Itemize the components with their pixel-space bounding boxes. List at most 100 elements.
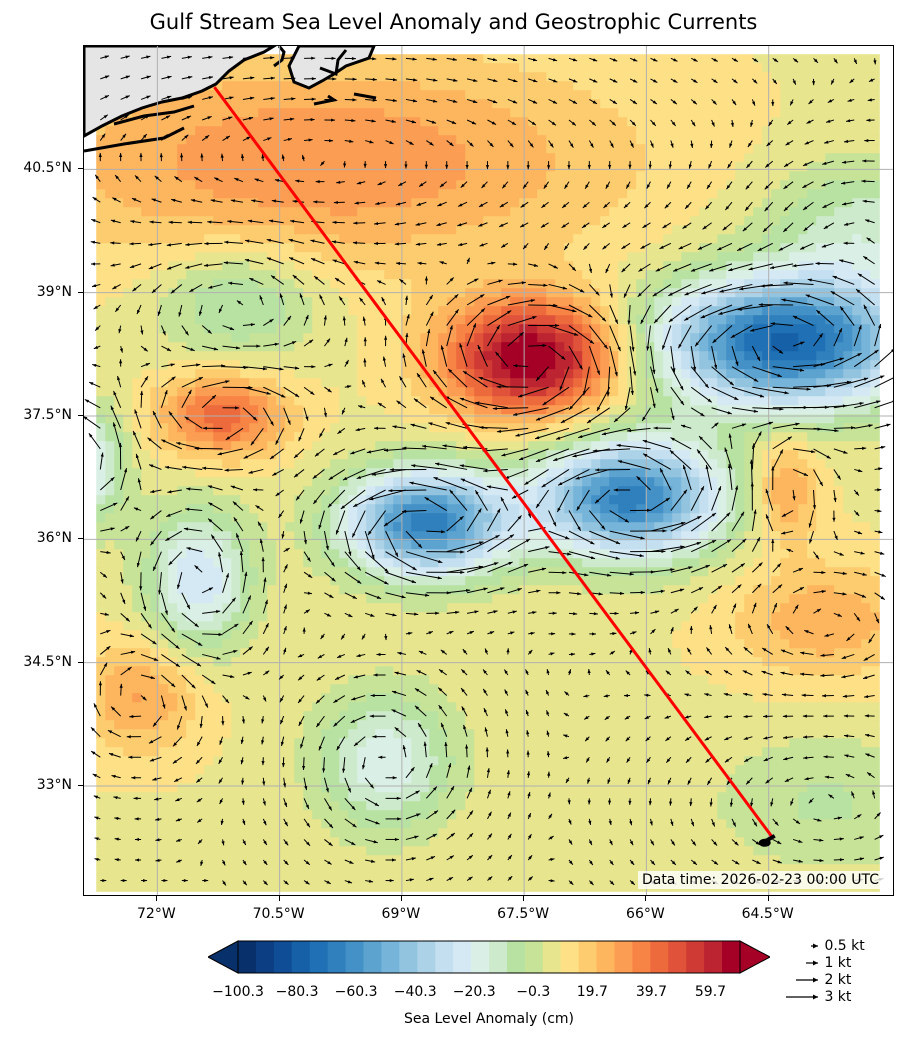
current-arrowhead xyxy=(819,858,824,863)
current-arrowhead xyxy=(150,541,155,546)
current-arrowhead xyxy=(113,502,118,507)
current-arrowhead xyxy=(864,139,869,143)
current-arrowhead xyxy=(801,693,806,697)
current-arrowhead xyxy=(291,97,296,101)
current-arrowhead xyxy=(804,777,809,781)
current-arrowhead xyxy=(261,154,265,159)
current-arrowhead xyxy=(631,121,636,126)
current-arrowhead xyxy=(588,820,592,825)
current-arrowhead xyxy=(392,78,398,82)
current-arrowhead xyxy=(844,754,849,758)
current-arrowhead xyxy=(335,278,340,282)
current-arrowhead xyxy=(145,115,150,119)
current-arrowhead xyxy=(439,669,444,674)
current-arrowhead xyxy=(832,276,837,280)
current-arrowhead xyxy=(863,657,868,661)
current-arrowhead xyxy=(244,571,248,577)
current-arrowhead xyxy=(240,739,244,744)
current-arrowhead xyxy=(313,200,318,204)
current-arrow xyxy=(568,304,593,318)
current-arrowhead xyxy=(372,57,377,61)
current-arrow xyxy=(496,427,529,433)
current-arrowhead xyxy=(584,715,589,720)
current-arrowhead xyxy=(517,588,522,592)
current-arrowhead xyxy=(545,546,550,550)
quiver-key-label: 1 kt xyxy=(820,955,852,971)
current-arrowhead xyxy=(430,856,436,860)
current-arrowhead xyxy=(432,833,437,838)
current-arrow xyxy=(700,304,733,319)
current-arrowhead xyxy=(384,581,389,585)
current-arrowhead xyxy=(605,268,609,274)
current-arrow xyxy=(589,551,620,560)
quiver-key-arrow xyxy=(796,977,818,983)
current-arrowhead xyxy=(410,767,415,772)
current-arrowhead xyxy=(821,570,826,575)
current-arrow xyxy=(364,571,389,585)
current-arrowhead xyxy=(333,722,338,727)
current-arrowhead xyxy=(243,455,248,459)
current-arrowhead xyxy=(523,564,529,568)
current-arrowhead xyxy=(745,185,750,190)
current-arrowhead xyxy=(188,75,193,80)
current-arrowhead xyxy=(737,307,742,311)
current-arrowhead xyxy=(283,604,287,609)
current-arrowhead xyxy=(112,285,117,290)
current-arrowhead xyxy=(465,165,469,170)
current-arrow xyxy=(411,464,447,470)
current-arrowhead xyxy=(596,370,600,375)
current-arrowhead xyxy=(508,855,512,860)
current-arrowhead xyxy=(242,820,246,825)
current-arrowhead xyxy=(590,143,594,148)
current-arrowhead xyxy=(687,184,691,189)
current-arrowhead xyxy=(164,610,168,615)
current-arrowhead xyxy=(496,508,501,513)
current-arrowhead xyxy=(592,100,597,104)
current-arrowhead xyxy=(839,858,844,862)
current-arrowhead xyxy=(222,861,226,866)
current-arrowhead xyxy=(247,595,251,600)
current-arrowhead xyxy=(530,631,535,635)
current-arrowhead xyxy=(342,768,346,773)
current-arrowhead xyxy=(219,740,223,745)
current-arrowhead xyxy=(784,778,790,782)
current-arrow xyxy=(711,366,735,386)
current-arrowhead xyxy=(285,548,290,552)
current-arrowhead xyxy=(849,79,854,84)
current-arrowhead xyxy=(609,860,614,866)
current-arrowhead xyxy=(506,749,510,754)
current-arrowhead xyxy=(167,266,172,270)
current-arrowhead xyxy=(397,817,402,821)
current-arrow xyxy=(335,510,346,535)
current-arrowhead xyxy=(404,295,409,300)
current-arrowhead xyxy=(705,464,709,470)
current-arrowhead xyxy=(218,308,223,313)
current-arrowhead xyxy=(230,199,236,203)
current-arrowhead xyxy=(669,450,674,455)
colorbar-segment xyxy=(399,941,418,973)
colorbar xyxy=(206,940,772,974)
current-arrowhead xyxy=(711,122,715,127)
current-arrowhead xyxy=(853,59,857,64)
current-arrowhead xyxy=(436,242,442,246)
colorbar-segment xyxy=(650,941,669,973)
current-arrowhead xyxy=(272,472,277,476)
current-arrowhead xyxy=(469,810,473,815)
current-arrow xyxy=(629,366,634,396)
current-arrow xyxy=(650,521,686,532)
current-arrowhead xyxy=(512,100,518,104)
current-arrowhead xyxy=(310,391,315,395)
current-arrowhead xyxy=(294,393,300,398)
current-arrowhead xyxy=(567,552,572,556)
current-arrowhead xyxy=(399,376,403,381)
current-arrowhead xyxy=(874,349,879,354)
current-arrow xyxy=(813,427,839,432)
current-arrowhead xyxy=(184,416,189,421)
current-arrowhead xyxy=(302,627,306,632)
current-arrowhead xyxy=(841,655,847,659)
current-arrowhead xyxy=(592,79,598,83)
current-arrowhead xyxy=(803,735,808,739)
current-arrowhead xyxy=(284,880,289,885)
current-arrowhead xyxy=(269,319,274,323)
current-arrowhead xyxy=(335,676,340,680)
